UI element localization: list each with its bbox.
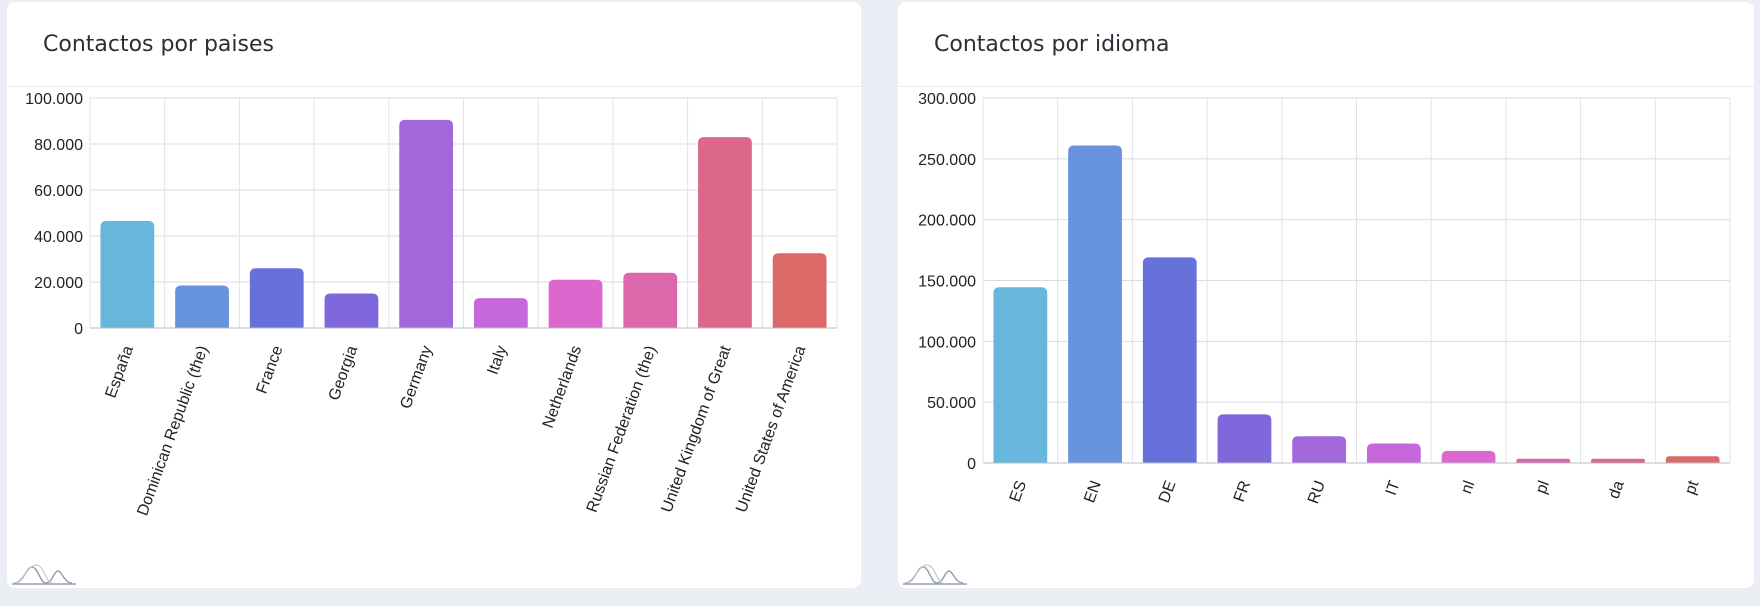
y-tick-label: 200.000 bbox=[918, 213, 976, 230]
y-tick-label: 250.000 bbox=[918, 152, 976, 169]
bar[interactable] bbox=[1142, 257, 1197, 463]
x-tick-label: Georgia bbox=[326, 343, 361, 402]
y-tick-label: 0 bbox=[74, 321, 83, 338]
card-title: Contactos por paises bbox=[43, 31, 274, 57]
x-tick-label: Russian Federation (the) bbox=[584, 344, 660, 515]
y-tick-label: 40.000 bbox=[34, 229, 83, 246]
bar[interactable] bbox=[175, 285, 229, 328]
x-tick-label: Netherlands bbox=[540, 344, 585, 431]
bar[interactable] bbox=[399, 119, 454, 328]
amcharts-logo-icon[interactable] bbox=[903, 563, 967, 585]
bar-chart-countries: 0 20.000 40.000 60.000 80.000 100.000 EspañaDo… bbox=[25, 91, 838, 519]
x-tick-label: France bbox=[254, 343, 287, 396]
bar[interactable] bbox=[1441, 450, 1496, 463]
x-tick-label: DE bbox=[1156, 479, 1180, 506]
bar[interactable] bbox=[324, 293, 379, 329]
y-tick-label: 20.000 bbox=[34, 275, 83, 292]
x-tick-label: United States of America bbox=[733, 343, 809, 514]
y-tick-label: 150.000 bbox=[918, 274, 976, 291]
y-tick-label: 50.000 bbox=[927, 395, 976, 412]
x-tick-label: nl bbox=[1458, 479, 1478, 497]
bar[interactable] bbox=[1665, 456, 1720, 463]
x-tick-label: ES bbox=[1007, 479, 1030, 505]
bar[interactable] bbox=[473, 298, 528, 328]
x-tick-label: Dominican Republic (the) bbox=[134, 344, 211, 519]
card-header: Contactos por paises bbox=[7, 2, 861, 87]
amcharts-logo-icon[interactable] bbox=[12, 563, 76, 585]
bar[interactable] bbox=[623, 272, 678, 328]
x-tick-label: da bbox=[1606, 478, 1628, 501]
bar[interactable] bbox=[548, 279, 603, 328]
bar[interactable] bbox=[772, 253, 827, 328]
y-tick-label: 100.000 bbox=[25, 91, 83, 108]
bar-chart-languages: 0 50.000 100.000 150.000 200.000 250.000 300.0… bbox=[918, 91, 1731, 507]
x-tick-label: pt bbox=[1682, 478, 1703, 497]
y-tick-label: 0 bbox=[967, 456, 976, 473]
chart-card-languages: Contactos por idioma 0 50.000 100.000 150.0… bbox=[898, 2, 1754, 588]
x-tick-label: IT bbox=[1383, 478, 1404, 497]
bar[interactable] bbox=[993, 287, 1048, 463]
card-header: Contactos por idioma bbox=[898, 2, 1754, 87]
x-tick-label: United Kingdom of Great bbox=[659, 343, 735, 515]
chart-area: 0 20.000 40.000 60.000 80.000 100.000 España Do… bbox=[7, 88, 861, 588]
x-tick-label: España bbox=[103, 343, 138, 400]
bar[interactable] bbox=[1366, 443, 1421, 463]
y-tick-label: 60.000 bbox=[34, 183, 83, 200]
chart-card-countries: Contactos por paises 0 20.000 40.000 60.000… bbox=[7, 2, 861, 588]
bar[interactable] bbox=[1516, 458, 1571, 463]
x-tick-label: pl bbox=[1533, 479, 1553, 497]
y-tick-label: 100.000 bbox=[918, 334, 976, 351]
x-tick-label: Germany bbox=[397, 344, 435, 412]
bar[interactable] bbox=[249, 268, 304, 328]
bar[interactable] bbox=[1292, 436, 1347, 463]
x-tick-label: FR bbox=[1231, 479, 1254, 505]
x-tick-label: EN bbox=[1081, 479, 1105, 506]
bar[interactable] bbox=[1068, 145, 1122, 463]
card-title: Contactos por idioma bbox=[934, 31, 1170, 57]
bar[interactable] bbox=[698, 137, 752, 328]
chart-area: 0 50.000 100.000 150.000 200.000 250.000 300.0… bbox=[898, 88, 1754, 588]
bar[interactable] bbox=[1591, 458, 1645, 463]
x-tick-label: RU bbox=[1305, 479, 1329, 507]
bar[interactable] bbox=[100, 221, 155, 328]
y-tick-label: 80.000 bbox=[34, 137, 83, 154]
bar[interactable] bbox=[1217, 414, 1272, 463]
x-tick-label: Italy bbox=[485, 344, 511, 377]
y-tick-label: 300.000 bbox=[918, 91, 976, 108]
